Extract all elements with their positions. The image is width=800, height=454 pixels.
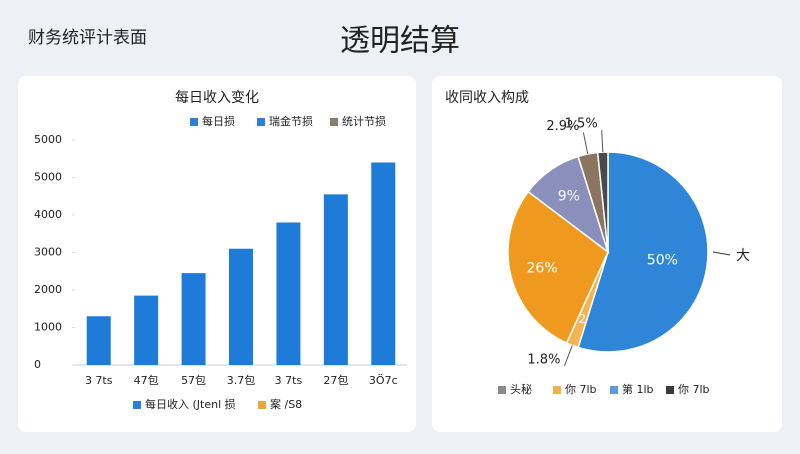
slice-label: 1.8% (527, 352, 560, 367)
y-tick-label: 1000 (34, 321, 62, 334)
pie-annotation: 大 (736, 248, 750, 264)
legend-label: 案 /S8 (270, 397, 302, 411)
legend-swatch (666, 386, 674, 394)
y-tick-label: 4000 (34, 208, 62, 221)
pie-slice (507, 190, 609, 345)
y-tick-label: 5000 (34, 171, 62, 184)
legend-label: 头秘 (510, 382, 532, 396)
y-tick-label: 2000 (34, 283, 62, 296)
y-tick-label: 0 (34, 358, 41, 371)
bar (371, 162, 396, 365)
leader-line (601, 130, 604, 153)
legend-swatch (133, 401, 141, 409)
y-tick-label: 3000 (34, 246, 62, 259)
legend-swatch (330, 118, 338, 126)
legend-swatch (258, 401, 266, 409)
legend-swatch (610, 386, 618, 394)
bar (86, 316, 111, 365)
x-tick-label: 3.7包 (227, 374, 256, 387)
legend-label: 你 7lb (565, 383, 597, 396)
leader-line (582, 132, 589, 155)
legend-swatch (553, 386, 561, 394)
bar-title: 每日收入变化 (175, 90, 259, 106)
bar (181, 273, 206, 365)
pie-annotation: 2 (578, 312, 586, 326)
x-tick-label: 3 7ts (275, 374, 303, 387)
x-tick-label: 57包 (181, 374, 206, 387)
leader-line (563, 345, 573, 367)
x-tick-label: 27包 (323, 374, 348, 387)
header-title: 透明结算 (340, 24, 460, 59)
legend-label: 统计节损 (342, 114, 386, 128)
x-tick-label: 47包 (134, 374, 159, 387)
slice-label: 50% (647, 252, 678, 268)
pie-slice (577, 151, 709, 353)
y-tick-label: 5000 (34, 133, 62, 146)
header-left-title: 财务统评计表面 (28, 28, 147, 48)
bar (134, 295, 159, 365)
x-tick-label: 3Ö7c (369, 374, 398, 387)
legend-swatch (498, 386, 506, 394)
legend-label: 第 1lb (622, 382, 654, 396)
legend-swatch (257, 118, 265, 126)
legend-label: 每日收入 (Jtenl 损 (145, 397, 236, 411)
annotation-leader (712, 251, 731, 256)
legend-swatch (190, 118, 198, 126)
pie-title: 收同收入构成 (445, 90, 529, 106)
pie-slice (596, 151, 609, 253)
slice-label: 9% (558, 188, 580, 204)
slice-label: 26% (527, 261, 558, 277)
x-tick-label: 3 7ts (85, 374, 113, 387)
bar (276, 222, 301, 365)
slice-label: 1.5% (565, 117, 598, 132)
bar (323, 194, 348, 365)
legend-label: 瑞金节损 (269, 114, 313, 128)
legend-label: 你 7lb (678, 383, 710, 396)
bar-card (18, 76, 416, 432)
bar (229, 248, 253, 365)
legend-label: 每日损 (202, 114, 235, 128)
slice-label: 2.9% (546, 119, 579, 134)
